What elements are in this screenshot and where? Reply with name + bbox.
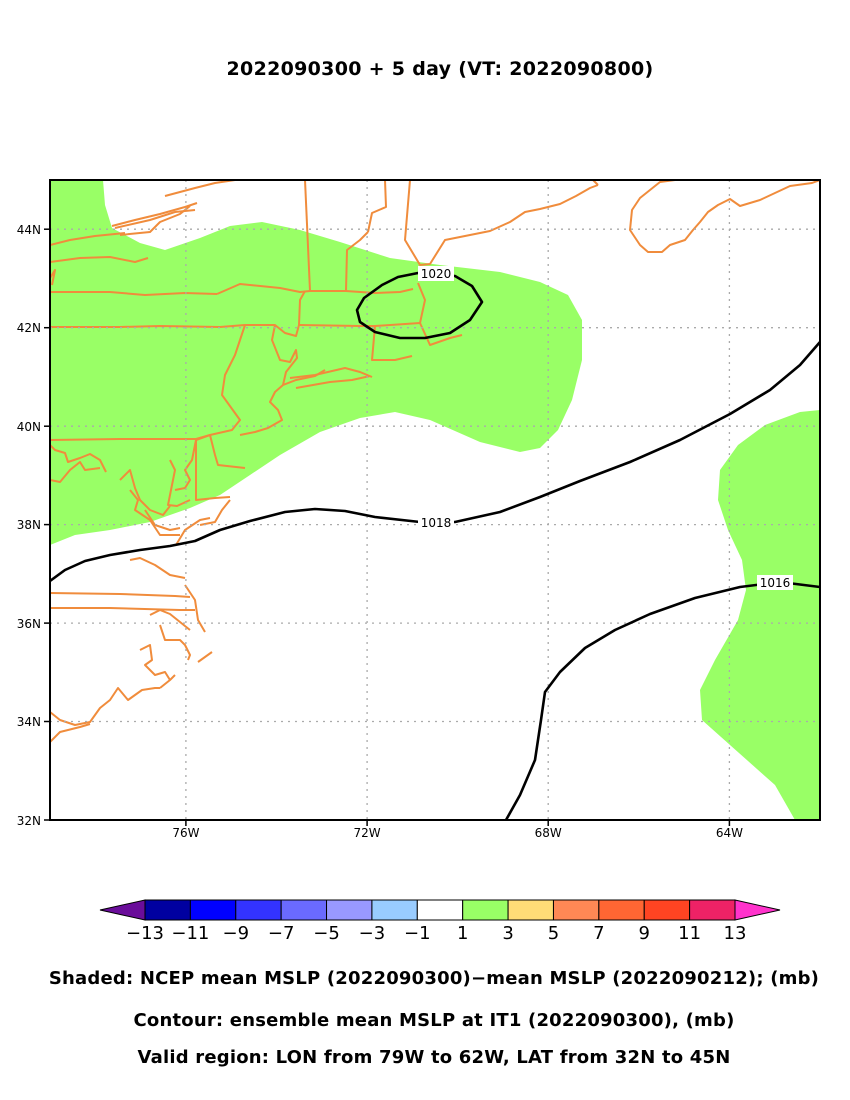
colorbar-swatch [280, 899, 328, 921]
page-title: 2022090300 + 5 day (VT: 2022090800) [226, 58, 654, 80]
colorbar-label: 1 [457, 923, 468, 944]
lat-label-32n: 32N [17, 814, 41, 828]
colorbar-swatch [689, 899, 736, 921]
colorbar-label: −7 [268, 923, 295, 944]
colorbar-swatch [326, 899, 373, 921]
colorbar-swatch [552, 899, 600, 921]
lat-label-36n: 36N [17, 617, 41, 631]
plot-frame [49, 179, 821, 821]
contour-1020 [355, 271, 484, 340]
colorbar-swatch [235, 899, 282, 921]
contour-1018 [50, 341, 820, 583]
colorbar-label: 13 [724, 923, 747, 944]
colorbar-swatch [144, 899, 191, 921]
colorbar: −13 −11 −9 −7 −5 −3 −1 1 3 5 7 9 11 13 [99, 899, 781, 944]
lat-label-40n: 40N [17, 420, 41, 434]
colorbar-label: −1 [404, 923, 431, 944]
colorbar-label: −13 [126, 923, 164, 944]
colorbar-arrow-high [734, 899, 781, 921]
lat-label-34n: 34N [17, 715, 41, 729]
colorbar-swatch [371, 899, 418, 921]
colorbar-label: 3 [502, 923, 513, 944]
lon-tick-labels: 76W 72W 68W 64W [172, 826, 743, 840]
anomaly-shading-southeast [700, 410, 820, 820]
colorbar-swatch [598, 899, 645, 921]
contour-1016 [504, 580, 820, 820]
coastlines-and-borders [50, 180, 820, 743]
colorbar-label: 7 [593, 923, 604, 944]
colorbar-label: 11 [678, 923, 701, 944]
contour-label-1016: 1016 [760, 576, 791, 590]
colorbar-swatch [507, 899, 554, 921]
lat-tick-labels: 32N 34N 36N 38N 40N 42N 44N [17, 223, 41, 828]
caption-contour: Contour: ensemble mean MSLP at IT1 (2022… [133, 1010, 735, 1031]
colorbar-swatch [462, 899, 509, 921]
caption-shaded: Shaded: NCEP mean MSLP (2022090300)−mean… [48, 968, 820, 989]
lon-label-72w: 72W [354, 826, 381, 840]
colorbar-label: −5 [313, 923, 340, 944]
contour-label-1018: 1018 [421, 516, 452, 530]
lat-label-38n: 38N [17, 518, 41, 532]
colorbar-arrow-low [99, 899, 146, 921]
colorbar-label: −3 [359, 923, 386, 944]
mslp-contours [50, 271, 820, 820]
colorbar-label: 9 [639, 923, 650, 944]
plot-area: 1020 1018 1016 [50, 180, 820, 820]
colorbar-swatch [416, 899, 464, 921]
lat-label-42n: 42N [17, 321, 41, 335]
tick-marks [44, 228, 731, 826]
lon-label-76w: 76W [172, 826, 199, 840]
contour-label-1020: 1020 [421, 267, 452, 281]
lon-label-64w: 64W [716, 826, 743, 840]
colorbar-label: 5 [548, 923, 559, 944]
colorbar-swatch [189, 899, 237, 921]
lat-label-44n: 44N [17, 223, 41, 237]
colorbar-swatch [643, 899, 691, 921]
colorbar-label: −9 [222, 923, 249, 944]
contour-labels: 1020 1018 1016 [418, 266, 793, 590]
caption-region: Valid region: LON from 79W to 62W, LAT f… [137, 1047, 731, 1068]
lon-label-68w: 68W [535, 826, 562, 840]
colorbar-label: −11 [171, 923, 209, 944]
